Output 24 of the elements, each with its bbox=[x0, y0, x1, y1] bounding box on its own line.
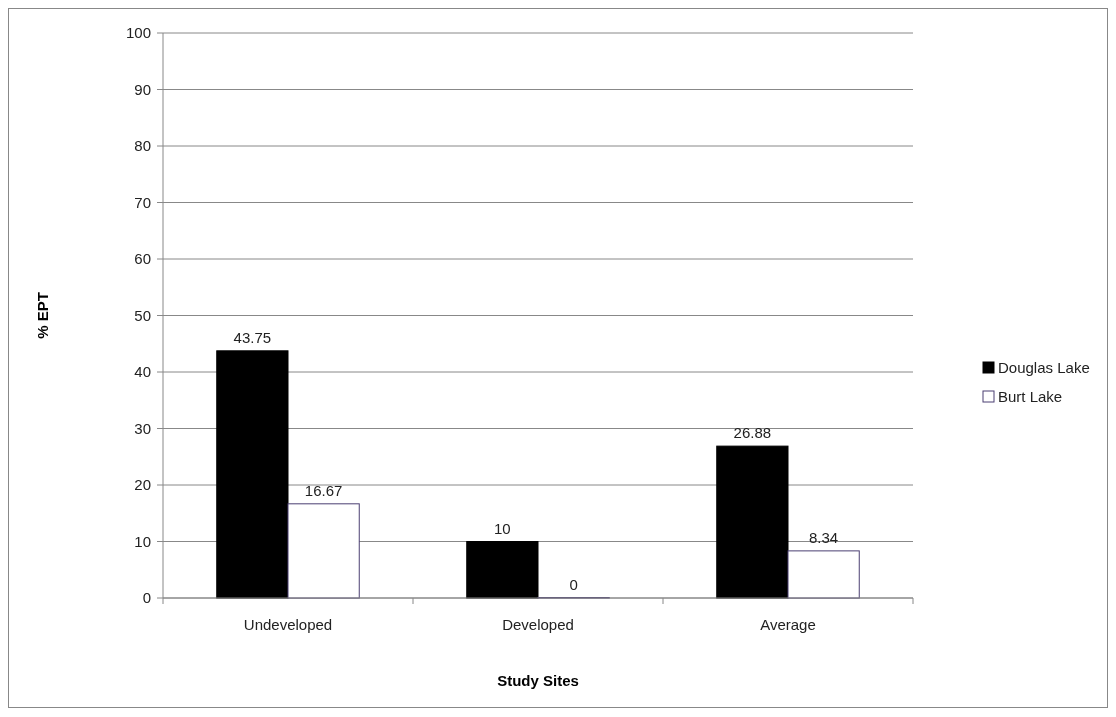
y-tick-label: 0 bbox=[142, 589, 151, 607]
data-label: 16.67 bbox=[304, 481, 343, 499]
y-tick-label: 10 bbox=[134, 532, 151, 550]
x-tick-label: Developed bbox=[502, 616, 574, 633]
data-label: 26.88 bbox=[733, 424, 772, 442]
y-tick-label: 50 bbox=[134, 306, 151, 324]
x-tick-label: Undeveloped bbox=[243, 616, 333, 633]
y-tick-label: 70 bbox=[134, 193, 151, 211]
y-tick-label: 100 bbox=[125, 24, 151, 42]
legend-label: Douglas Lake bbox=[998, 359, 1090, 377]
y-tick-label: 30 bbox=[134, 419, 151, 437]
y-axis-title: % EPT bbox=[34, 292, 51, 339]
data-label: 0 bbox=[569, 576, 578, 593]
y-tick-label: 90 bbox=[134, 80, 151, 98]
data-label: 8.34 bbox=[809, 528, 839, 546]
legend-label: Burt Lake bbox=[998, 388, 1063, 406]
data-label: 10 bbox=[494, 519, 511, 537]
y-tick-label: 20 bbox=[134, 476, 151, 494]
data-label: 43.75 bbox=[233, 328, 272, 346]
x-tick-label: Average bbox=[760, 616, 816, 633]
x-axis-title: Study Sites bbox=[497, 672, 579, 689]
y-tick-label: 60 bbox=[134, 250, 151, 268]
y-tick-label: 80 bbox=[134, 137, 151, 155]
y-tick-label: 40 bbox=[134, 363, 151, 381]
